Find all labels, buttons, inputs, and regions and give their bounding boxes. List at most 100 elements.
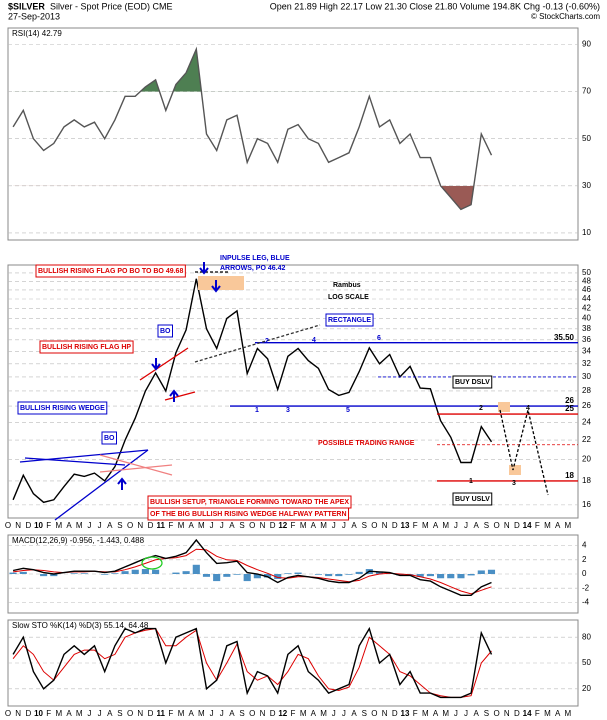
x-tick-label: S (362, 521, 367, 530)
histogram-bar (325, 574, 333, 577)
annotation: BUY DSLV (455, 379, 490, 386)
x-tick-label: M (422, 521, 429, 530)
histogram-bar (152, 569, 160, 574)
x-tick-label: J (210, 709, 214, 718)
x-tick-label: A (229, 521, 235, 530)
line (12, 626, 493, 699)
histogram-bar (233, 574, 241, 575)
x-tick-label: S (239, 709, 244, 718)
histogram-bar (192, 564, 200, 574)
x-tick-label: D (392, 709, 398, 718)
histogram-bar (335, 574, 343, 577)
annotation: 1 (469, 478, 473, 485)
y-tick-label: 20 (582, 684, 591, 693)
x-tick-label: J (332, 709, 336, 718)
x-tick-label: J (464, 709, 468, 718)
y-tick-label: -2 (582, 583, 590, 592)
x-tick-label: N (137, 521, 143, 530)
flag-line (164, 391, 196, 401)
histogram-bar (223, 574, 231, 577)
x-tick-label: M (198, 521, 205, 530)
x-tick-label: N (15, 521, 21, 530)
line (12, 46, 493, 211)
annotation: Rambus (333, 282, 361, 289)
histogram-bar (263, 574, 272, 578)
x-tick-label: J (87, 709, 91, 718)
histogram-bar (274, 574, 282, 579)
annotation: POSSIBLE TRADING RANGE (318, 440, 415, 447)
x-tick-label: 13 (401, 709, 410, 718)
x-tick-label: A (351, 709, 357, 718)
annotation: OF THE BIG BULLISH RISING WEDGE HALFWAY … (150, 511, 347, 518)
legend: Slow STO %K(14) %D(3) 55.14, 64.48 (12, 621, 149, 630)
x-tick-label: M (422, 709, 429, 718)
x-tick-label: A (351, 521, 357, 530)
x-tick-label: M (76, 521, 83, 530)
x-tick-label: O (493, 521, 499, 530)
line (12, 538, 492, 596)
x-tick-label: J (332, 521, 336, 530)
x-tick-label: 11 (156, 709, 165, 718)
x-tick-label: J (220, 521, 224, 530)
x-tick-label: J (210, 521, 214, 530)
pattern-lines (19, 262, 549, 570)
x-tick-label: F (413, 709, 418, 718)
x-tick-label: A (66, 521, 72, 530)
histogram-bar (243, 574, 251, 582)
annotation-box (452, 492, 493, 506)
histogram-bar (202, 574, 211, 577)
line (12, 628, 492, 698)
annotation: 3 (286, 407, 290, 414)
quote: Open 21.89 High 22.17 Low 21.30 Close 21… (270, 1, 600, 11)
x-tick-label: A (433, 521, 439, 530)
y-tick-label: 26 (582, 401, 591, 410)
histogram-bar (457, 574, 465, 579)
histogram-bar (50, 574, 58, 577)
plot (9, 538, 496, 596)
x-tick-label: J (454, 521, 458, 530)
x-tick-label: M (564, 521, 571, 530)
wedge-line (19, 449, 149, 463)
y-tick-label: 90 (582, 40, 591, 49)
annotation: 3 (512, 480, 516, 487)
projection (499, 409, 549, 496)
annotation-box (325, 313, 374, 327)
triangle-line (24, 457, 126, 466)
annotation: 4 (312, 337, 316, 344)
y-tick-label: 46 (582, 285, 591, 294)
y-tick-label: 2 (582, 555, 587, 564)
y-tick-label: 70 (582, 87, 591, 96)
x-tick-label: A (474, 521, 480, 530)
x-tick-label: S (117, 709, 122, 718)
x-tick-label: N (260, 709, 266, 718)
x-tick-label: O (127, 709, 133, 718)
triangle-line (99, 454, 173, 476)
x-tick-label: M (300, 521, 307, 530)
x-tick-label: J (98, 521, 102, 530)
annotation: BUY USLV (455, 496, 490, 503)
x-tick-label: D (270, 521, 276, 530)
x-tick-label: 13 (401, 521, 410, 530)
x-tick-label: M (544, 709, 551, 718)
annotation-box (39, 340, 134, 354)
x-tick-label: S (239, 521, 244, 530)
copyright: © StockCharts.com (531, 12, 600, 21)
annotation: INPULSE LEG, BLUE (220, 255, 290, 262)
annotation: 4 (526, 405, 530, 412)
x-tick-label: S (484, 709, 489, 718)
histogram-bar (131, 569, 139, 574)
histogram-bar (375, 571, 384, 574)
x-tick-label: 12 (278, 521, 287, 530)
x-tick-label: O (493, 709, 499, 718)
y-tick-label: 36 (582, 335, 591, 344)
y-tick-label: 50 (582, 134, 591, 143)
annotation: BULLISH RISING FLAG HP (42, 344, 131, 351)
x-tick-label: J (98, 709, 102, 718)
annotation-box (157, 324, 173, 338)
x-tick-label: O (371, 521, 377, 530)
histogram-bar (294, 572, 302, 574)
annotation: 2 (265, 338, 269, 345)
y-tick-label: 24 (582, 417, 591, 426)
x-tick-label: S (362, 709, 367, 718)
x-tick-label: D (514, 709, 520, 718)
